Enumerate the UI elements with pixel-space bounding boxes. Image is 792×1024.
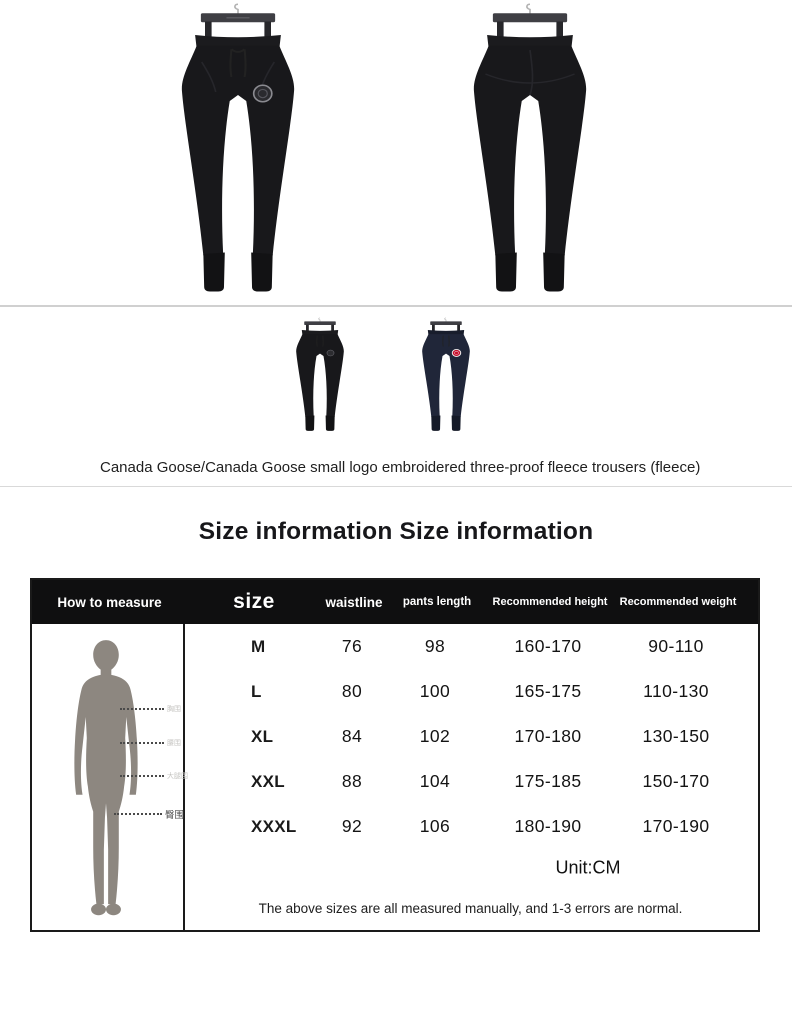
size-row-xxl: XXL 88 104 175-185 150-170 (185, 759, 756, 804)
weight-cell: 130-150 (642, 726, 710, 746)
size-cell: XL (251, 726, 274, 746)
weight-cell: 150-170 (642, 771, 710, 791)
size-heading-block: Size information Size information (0, 487, 792, 577)
height-cell: 175-185 (514, 771, 582, 791)
measure-label: 腰围 (167, 740, 181, 747)
unit-row: Unit:CM (185, 849, 756, 887)
length-cell: 100 (419, 681, 451, 701)
pants-front-photo (172, 2, 304, 302)
column-header-pants-length: pants length (402, 596, 472, 608)
length-cell: 106 (419, 816, 451, 836)
thumb-pants-dark-illustration (296, 317, 344, 431)
measure-line-thigh: 大腿围 (120, 771, 188, 781)
height-cell: 160-170 (514, 636, 582, 656)
pants-back-photo (464, 2, 596, 302)
size-table-header-columns: size waistline pants length Recommended … (187, 580, 758, 624)
hero-photos-section (0, 0, 780, 305)
size-row-l: L 80 100 165-175 110-130 (185, 669, 756, 714)
product-title-block: Canada Goose/Canada Goose small logo emb… (0, 440, 792, 486)
waist-cell: 76 (341, 636, 363, 656)
unit-label: Unit:CM (555, 857, 621, 878)
size-table-body: 胸围 腰围 大腿围 臀围 M 76 (32, 624, 758, 930)
height-cell: 165-175 (514, 681, 582, 701)
thumb-pants-dark (292, 317, 348, 435)
weight-cell: 170-190 (642, 816, 710, 836)
measure-line-waist: 腰围 (120, 738, 181, 748)
measure-line-chest: 胸围 (120, 704, 181, 714)
measure-dotted-line (114, 813, 162, 815)
measure-dotted-line (120, 708, 164, 710)
thumb-pants-navy-illustration (422, 317, 470, 431)
column-header-waistline: waistline (325, 594, 383, 610)
weight-cell: 110-130 (643, 681, 709, 701)
size-row-xl: XL 84 102 170-180 130-150 (185, 714, 756, 759)
thumb-pants-navy (418, 317, 474, 435)
measure-label: 大腿围 (167, 773, 188, 780)
column-header-recommended-height: Recommended height (492, 596, 608, 608)
column-header-size: size (233, 590, 275, 613)
pants-front-illustration (181, 3, 295, 292)
size-cell: XXXL (251, 816, 297, 836)
section-divider-top (0, 305, 792, 307)
measure-dotted-line (120, 742, 164, 744)
waist-cell: 88 (341, 771, 363, 791)
thumb-dark-logo-badge (326, 349, 335, 357)
size-cell: L (251, 681, 262, 701)
measure-dotted-line (120, 775, 164, 777)
waist-cell: 84 (341, 726, 363, 746)
height-cell: 180-190 (514, 816, 582, 836)
thumb-navy-red-logo-badge (451, 349, 462, 357)
length-cell: 98 (424, 636, 446, 656)
measure-line-hip: 臀围 (114, 807, 184, 821)
measure-label: 臀围 (165, 810, 185, 821)
measure-label: 胸围 (167, 706, 181, 713)
weight-cell: 90-110 (648, 636, 704, 656)
pants-back-illustration (473, 3, 587, 292)
size-information-heading: Size information Size information (198, 518, 594, 545)
pants-logo-badge (252, 84, 273, 103)
size-table-header: How to measure size waistline pants leng… (32, 580, 758, 624)
size-cell: M (251, 636, 266, 656)
length-cell: 104 (419, 771, 451, 791)
length-cell: 102 (419, 726, 451, 746)
note-row: The above sizes are all measured manuall… (185, 887, 756, 930)
waist-cell: 80 (341, 681, 363, 701)
waist-cell: 92 (341, 816, 363, 836)
human-silhouette (74, 640, 138, 916)
size-row-m: M 76 98 160-170 90-110 (185, 624, 756, 669)
size-note: The above sizes are all measured manuall… (258, 901, 683, 916)
size-row-xxxl: XXXL 92 106 180-190 170-190 (185, 804, 756, 849)
section-divider-title (0, 486, 792, 487)
column-header-recommended-weight: Recommended weight (619, 596, 737, 608)
size-table: How to measure size waistline pants leng… (30, 578, 760, 932)
height-cell: 170-180 (514, 726, 582, 746)
measure-figure-cell: 胸围 腰围 大腿围 臀围 (32, 624, 188, 930)
column-header-how-to-measure: How to measure (57, 594, 162, 610)
size-rows-area: M 76 98 160-170 90-110 L 80 100 165-175 … (185, 624, 756, 930)
product-title: Canada Goose/Canada Goose small logo emb… (100, 459, 701, 476)
size-cell: XXL (251, 771, 285, 791)
thumbnail-photos-section (0, 307, 779, 440)
